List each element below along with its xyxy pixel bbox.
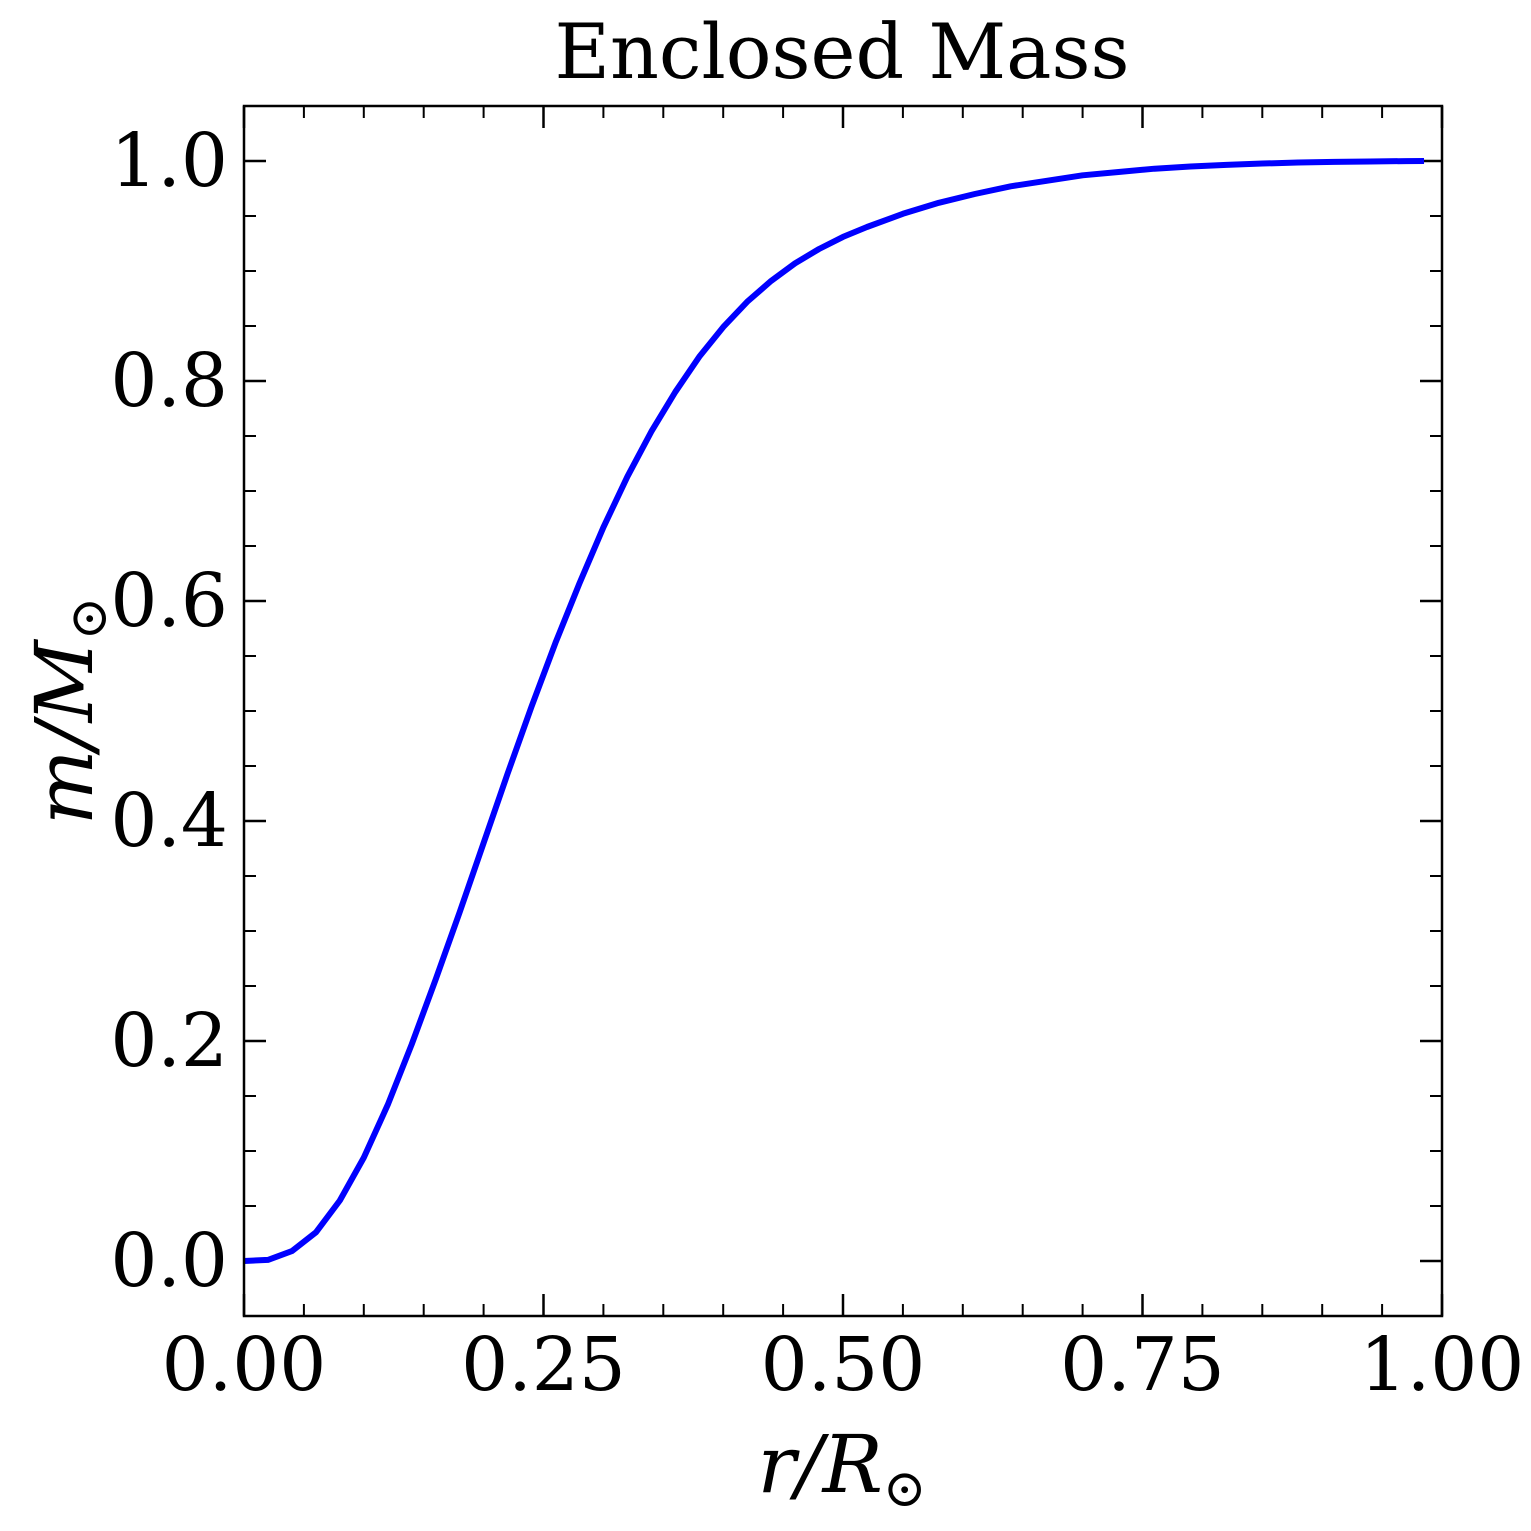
x-axis-label: r/R⊙ bbox=[757, 1418, 926, 1519]
x-tick-labels: 0.00 0.25 0.50 0.75 1.00 bbox=[162, 1322, 1525, 1408]
x-tick-label: 1.00 bbox=[1360, 1322, 1525, 1408]
chart-title: Enclosed Mass bbox=[555, 7, 1130, 96]
major-ticks bbox=[242, 106, 1444, 1316]
x-axis-label-sub: ⊙ bbox=[883, 1459, 927, 1519]
y-tick-label: 0.2 bbox=[110, 998, 228, 1084]
minor-ticks bbox=[243, 105, 1443, 1317]
x-tick-label: 0.75 bbox=[1060, 1322, 1225, 1408]
y-tick-label: 0.0 bbox=[110, 1218, 228, 1304]
y-tick-labels: 0.0 0.2 0.4 0.6 0.8 1.0 bbox=[110, 118, 228, 1304]
series-line-0 bbox=[243, 158, 1425, 1264]
y-axis-label-main: m/M bbox=[18, 638, 111, 825]
y-tick-label: 0.8 bbox=[110, 338, 228, 424]
x-tick-label: 0.00 bbox=[162, 1322, 327, 1408]
x-tick-label: 0.25 bbox=[461, 1322, 626, 1408]
x-tick-label: 0.50 bbox=[761, 1322, 926, 1408]
x-axis-label-main: r/R bbox=[757, 1418, 882, 1511]
y-tick-label: 1.0 bbox=[110, 118, 228, 204]
y-tick-label: 0.4 bbox=[110, 778, 228, 864]
plot-frame bbox=[242, 104, 1444, 1318]
y-tick-label: 0.6 bbox=[110, 558, 228, 644]
y-axis-label: m/M⊙ bbox=[18, 597, 119, 825]
series-layer bbox=[243, 158, 1425, 1264]
y-axis-label-sub: ⊙ bbox=[59, 597, 119, 641]
